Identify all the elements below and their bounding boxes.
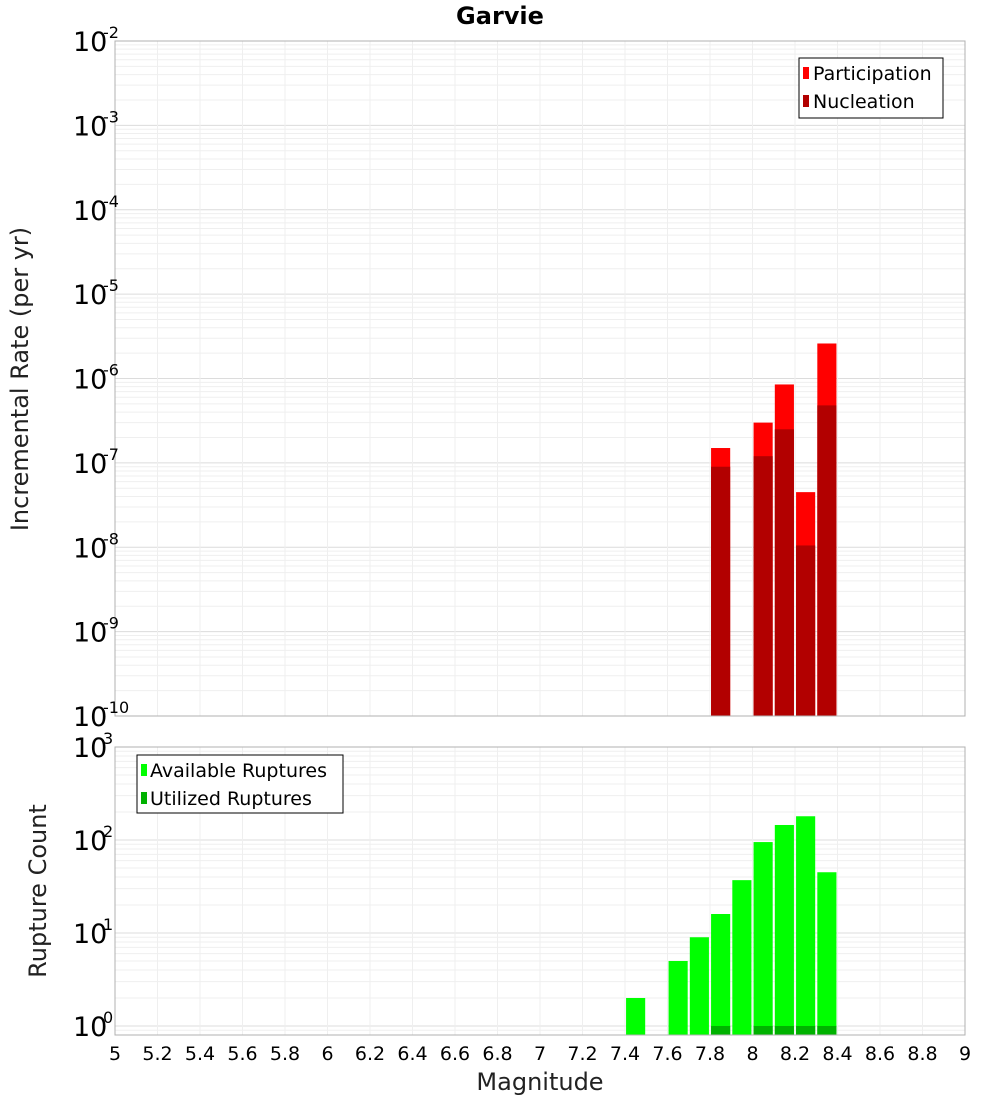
count-legend-box: [136, 754, 344, 814]
x-tick-label: 8.4: [822, 1043, 852, 1065]
x-tick-label: 6: [321, 1043, 333, 1065]
available-ruptures-bar: [668, 960, 688, 1035]
y-tick-label: 10: [73, 618, 107, 649]
y-tick-label: 10: [73, 919, 107, 950]
y-tick-exponent: -2: [103, 23, 119, 42]
y-tick-exponent: -7: [103, 445, 119, 464]
rate-gridlines: [114, 40, 966, 717]
nucleation-legend-swatch: [803, 95, 809, 107]
y-tick-exponent: -6: [103, 361, 119, 380]
y-tick-label: 10: [73, 449, 107, 480]
available-legend-label: Available Ruptures: [150, 760, 327, 782]
x-tick-label: 7.2: [567, 1043, 597, 1065]
available-ruptures-bar: [796, 816, 816, 1035]
utilized-ruptures-bar: [774, 1025, 794, 1035]
utilized-legend-swatch: [141, 792, 147, 804]
x-tick-label: 6.6: [440, 1043, 470, 1065]
y-tick-exponent: -8: [103, 529, 119, 548]
x-tick-label: 5.2: [142, 1043, 172, 1065]
x-tick-label: 6.2: [355, 1043, 385, 1065]
nucleation-bar: [774, 429, 794, 716]
x-tick-label: 5: [109, 1043, 121, 1065]
utilized-ruptures-bar: [817, 1025, 837, 1035]
y-tick-exponent: -5: [103, 276, 119, 295]
participation-legend-swatch: [803, 67, 809, 79]
y-tick-exponent: 3: [103, 729, 113, 748]
x-axis-label: Magnitude: [476, 1068, 603, 1096]
count-legend: Available Ruptures Utilized Ruptures: [136, 754, 344, 814]
nucleation-bar: [753, 456, 773, 716]
y-tick-exponent: 0: [103, 1008, 113, 1027]
nucleation-legend-label: Nucleation: [813, 91, 915, 113]
y-tick-exponent: -9: [103, 614, 119, 633]
available-ruptures-bar: [817, 872, 837, 1035]
utilized-legend-label: Utilized Ruptures: [150, 788, 312, 810]
participation-legend-label: Participation: [813, 63, 932, 85]
y-tick-label: 10: [73, 733, 107, 764]
y-tick-label: 10: [73, 111, 107, 142]
y-tick-label: 10: [73, 702, 107, 733]
y-tick-label: 10: [73, 196, 107, 227]
y-tick-exponent: 1: [103, 915, 113, 934]
x-tick-label: 5.4: [185, 1043, 215, 1065]
available-ruptures-bar: [626, 997, 646, 1035]
rate-legend: Participation Nucleation: [798, 57, 944, 119]
x-tick-label: 7.8: [695, 1043, 725, 1065]
y-tick-exponent: 2: [103, 822, 113, 841]
y-tick-label: 10: [73, 826, 107, 857]
x-tick-label: 5.8: [270, 1043, 300, 1065]
y-tick-exponent: -4: [103, 192, 119, 211]
x-tick-label: 5.6: [227, 1043, 257, 1065]
x-tick-label: 8.8: [907, 1043, 937, 1065]
x-tick-label: 9: [959, 1043, 971, 1065]
x-tick-label: 8.2: [780, 1043, 810, 1065]
utilized-ruptures-bar: [711, 1025, 731, 1035]
available-ruptures-bar: [774, 824, 794, 1035]
rate-y-axis-label: Incremental Rate (per yr): [6, 227, 34, 531]
y-tick-exponent: -3: [103, 107, 119, 126]
rate-y-ticks: 10-210-310-410-510-610-710-810-910-10: [73, 23, 129, 733]
rate-bars: [711, 343, 837, 716]
x-tick-label: 7.6: [652, 1043, 682, 1065]
count-y-axis-label: Rupture Count: [24, 804, 52, 978]
y-tick-label: 10: [73, 365, 107, 396]
nucleation-bar: [817, 405, 837, 716]
x-tick-label: 6.8: [482, 1043, 512, 1065]
available-ruptures-bar: [753, 842, 773, 1035]
x-tick-label: 8.6: [865, 1043, 895, 1065]
count-bars: [626, 816, 837, 1035]
available-ruptures-bar: [732, 880, 752, 1035]
utilized-ruptures-bar: [753, 1025, 773, 1035]
nucleation-bar: [796, 545, 816, 716]
rate-panel: 10-210-310-410-510-610-710-810-910-10 In…: [6, 23, 966, 733]
x-axis-ticks: 5 5.2 5.4 5.6 5.8 6 6.2 6.4 6.6 6.8 7 7.2 7.4 7.6 7.8 8…: [109, 1043, 971, 1065]
y-tick-label: 10: [73, 27, 107, 58]
available-ruptures-bar: [689, 937, 709, 1035]
nucleation-bar: [711, 466, 731, 716]
y-tick-label: 10: [73, 1012, 107, 1043]
rate-plot-frame: [114, 40, 966, 717]
rate-legend-box: [798, 57, 944, 119]
y-tick-label: 10: [73, 533, 107, 564]
x-tick-label: 7: [534, 1043, 546, 1065]
y-tick-exponent: -10: [103, 698, 129, 717]
x-tick-label: 7.4: [610, 1043, 640, 1065]
utilized-ruptures-bar: [796, 1025, 816, 1035]
count-plot-frame: [114, 746, 966, 1036]
available-ruptures-bar: [711, 914, 731, 1035]
chart-title: Garvie: [456, 2, 544, 30]
y-tick-label: 10: [73, 280, 107, 311]
x-tick-label: 6.4: [397, 1043, 427, 1065]
available-legend-swatch: [141, 764, 147, 776]
x-tick-label: 8: [746, 1043, 758, 1065]
